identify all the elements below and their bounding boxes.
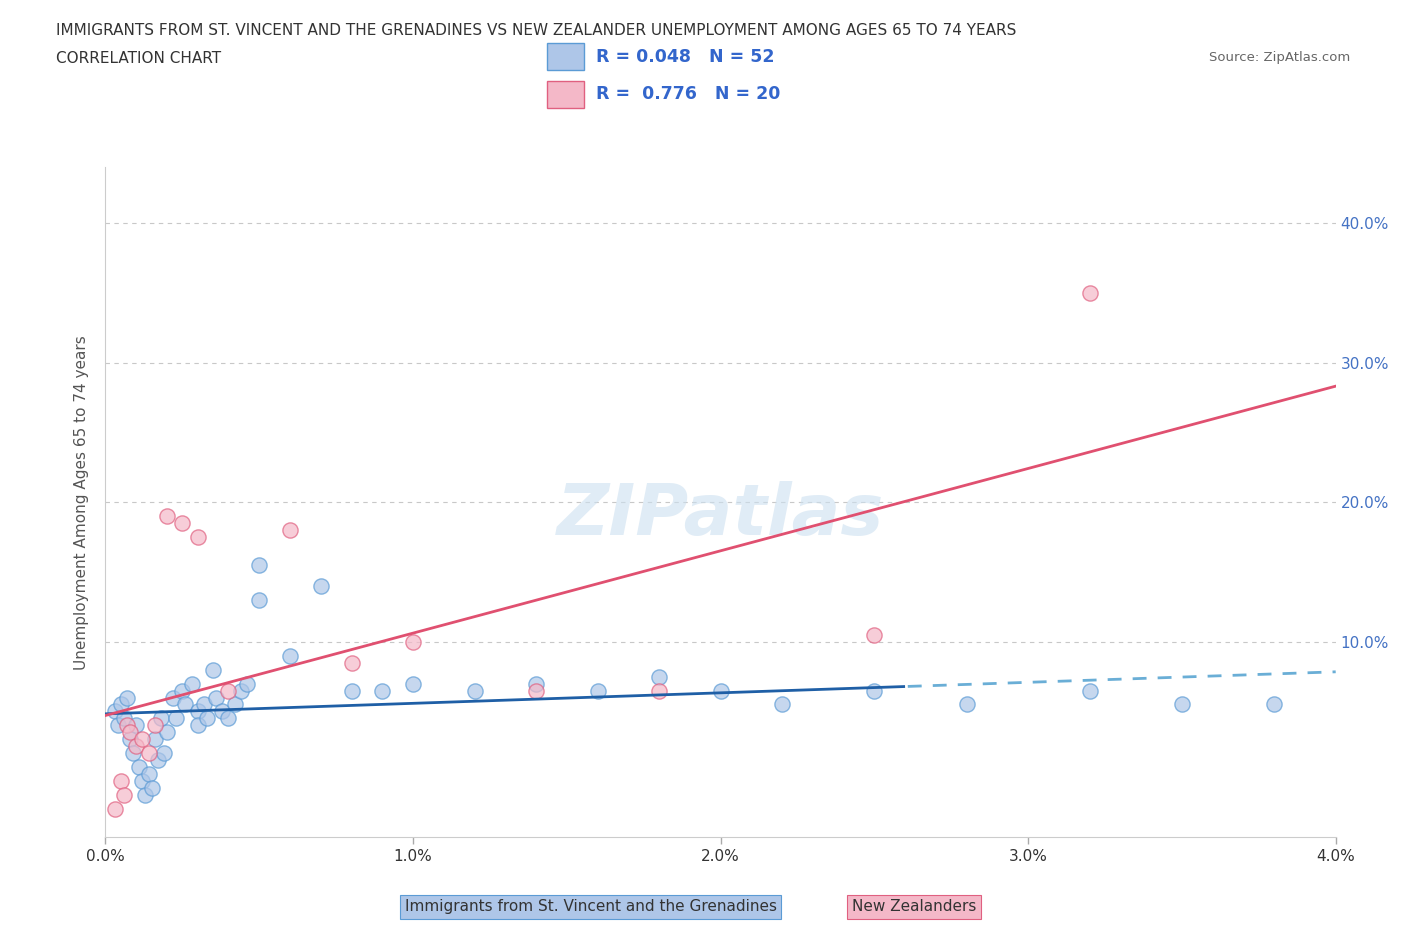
Point bbox=[710, 683, 733, 698]
Point bbox=[464, 683, 486, 698]
Point bbox=[162, 690, 184, 705]
FancyBboxPatch shape bbox=[547, 81, 583, 108]
Text: R =  0.776   N = 20: R = 0.776 N = 20 bbox=[596, 86, 780, 103]
Point bbox=[863, 683, 886, 698]
Point bbox=[278, 648, 301, 663]
Point bbox=[110, 774, 132, 789]
Point bbox=[863, 628, 886, 643]
Point bbox=[104, 704, 127, 719]
Point bbox=[211, 704, 233, 719]
Point bbox=[138, 766, 160, 781]
Point bbox=[224, 698, 246, 712]
Text: New Zealanders: New Zealanders bbox=[852, 899, 976, 914]
Point bbox=[122, 746, 145, 761]
Point bbox=[524, 683, 547, 698]
Point bbox=[156, 509, 179, 524]
Point bbox=[187, 718, 209, 733]
Point bbox=[402, 676, 425, 691]
Point bbox=[110, 698, 132, 712]
Point bbox=[125, 718, 148, 733]
Point bbox=[165, 711, 187, 725]
Point bbox=[128, 760, 150, 775]
Point bbox=[174, 698, 197, 712]
Point bbox=[125, 738, 148, 753]
Point bbox=[586, 683, 609, 698]
Text: CORRELATION CHART: CORRELATION CHART bbox=[56, 51, 221, 66]
Point bbox=[648, 670, 671, 684]
Text: IMMIGRANTS FROM ST. VINCENT AND THE GRENADINES VS NEW ZEALANDER UNEMPLOYMENT AMO: IMMIGRANTS FROM ST. VINCENT AND THE GREN… bbox=[56, 23, 1017, 38]
Point bbox=[1171, 698, 1194, 712]
Point bbox=[141, 781, 163, 796]
Text: R = 0.048   N = 52: R = 0.048 N = 52 bbox=[596, 47, 775, 66]
Point bbox=[138, 746, 160, 761]
Point bbox=[112, 788, 135, 803]
Point bbox=[115, 718, 138, 733]
Point bbox=[247, 592, 270, 607]
Point bbox=[172, 683, 194, 698]
Point bbox=[340, 683, 363, 698]
Point bbox=[205, 690, 228, 705]
Text: ZIPatlas: ZIPatlas bbox=[557, 481, 884, 550]
Point bbox=[187, 704, 209, 719]
Point bbox=[131, 774, 153, 789]
Text: Immigrants from St. Vincent and the Grenadines: Immigrants from St. Vincent and the Gren… bbox=[405, 899, 776, 914]
FancyBboxPatch shape bbox=[547, 44, 583, 71]
Point bbox=[180, 676, 202, 691]
Point bbox=[112, 711, 135, 725]
Point bbox=[104, 802, 127, 817]
Point bbox=[115, 690, 138, 705]
Point bbox=[770, 698, 793, 712]
Point bbox=[153, 746, 176, 761]
Point bbox=[134, 788, 156, 803]
Point bbox=[236, 676, 259, 691]
Point bbox=[146, 753, 169, 768]
Point bbox=[218, 683, 240, 698]
Point bbox=[524, 676, 547, 691]
Point bbox=[120, 725, 141, 740]
Y-axis label: Unemployment Among Ages 65 to 74 years: Unemployment Among Ages 65 to 74 years bbox=[75, 335, 90, 670]
Point bbox=[1263, 698, 1285, 712]
Point bbox=[371, 683, 394, 698]
Point bbox=[120, 732, 141, 747]
Point bbox=[193, 698, 215, 712]
Point bbox=[202, 662, 225, 677]
Point bbox=[149, 711, 172, 725]
Point bbox=[229, 683, 252, 698]
Point bbox=[340, 656, 363, 671]
Text: Source: ZipAtlas.com: Source: ZipAtlas.com bbox=[1209, 51, 1350, 64]
Point bbox=[156, 725, 179, 740]
Point bbox=[402, 634, 425, 649]
Point bbox=[648, 683, 671, 698]
Point bbox=[172, 516, 194, 531]
Point bbox=[143, 732, 166, 747]
Point bbox=[195, 711, 218, 725]
Point bbox=[1078, 286, 1101, 300]
Point bbox=[218, 711, 240, 725]
Point bbox=[956, 698, 979, 712]
Point bbox=[278, 523, 301, 538]
Point bbox=[187, 530, 209, 545]
Point bbox=[131, 732, 153, 747]
Point bbox=[107, 718, 129, 733]
Point bbox=[143, 718, 166, 733]
Point bbox=[247, 558, 270, 573]
Point bbox=[1078, 683, 1101, 698]
Point bbox=[309, 578, 332, 593]
